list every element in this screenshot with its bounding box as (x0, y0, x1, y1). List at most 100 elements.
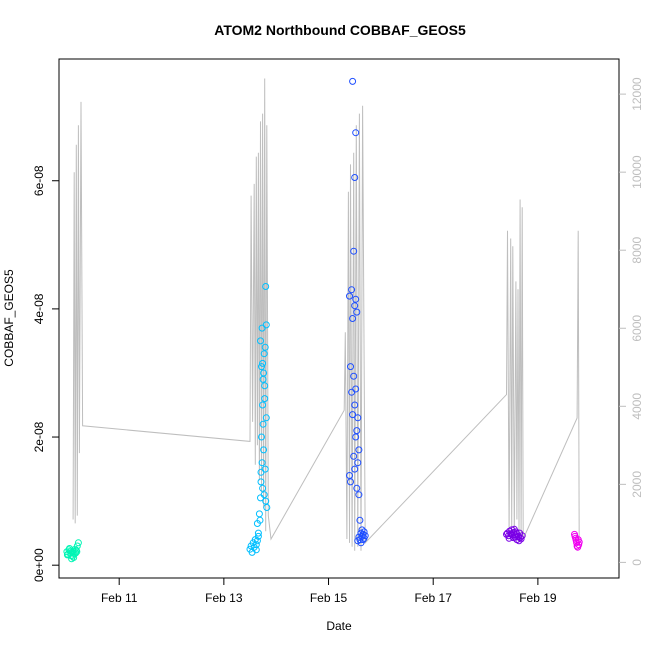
data-point (358, 526, 366, 534)
data-point (253, 537, 261, 545)
data-point (261, 382, 269, 390)
x-tick-label: Feb 19 (519, 591, 557, 605)
x-axis: Feb 11 Feb 13 Feb 15 Feb 17 Feb 19 (101, 578, 557, 605)
data-point (355, 533, 363, 541)
data-point (263, 504, 271, 511)
y-tick-label: 4e-08 (32, 293, 46, 324)
data-point (254, 532, 262, 540)
data-point (355, 446, 363, 454)
y2-tick-label: 6000 (630, 315, 644, 342)
series-3 (503, 525, 526, 545)
data-point (259, 420, 267, 428)
data-point (355, 491, 363, 499)
data-point (350, 247, 358, 255)
y-tick-label: 6e-08 (32, 165, 46, 196)
data-point (351, 465, 359, 473)
data-point (257, 468, 265, 476)
data-point (260, 350, 268, 358)
data-point (262, 497, 270, 505)
data-point (256, 516, 264, 524)
data-point (262, 283, 270, 290)
y2-tick-label: 10000 (630, 155, 644, 189)
data-point (346, 292, 353, 300)
data-point (354, 537, 362, 545)
data-point (348, 286, 356, 294)
data-point (349, 77, 357, 85)
data-point (351, 174, 359, 181)
data-point (346, 472, 353, 479)
data-point (352, 295, 360, 303)
plot-frame (58, 58, 620, 579)
data-point (73, 548, 81, 556)
data-point (350, 372, 358, 380)
series-1 (246, 283, 271, 556)
data-point (352, 129, 360, 137)
x-tick-label: Feb 13 (205, 591, 243, 605)
data-point (258, 363, 265, 371)
altitude-layer (72, 78, 580, 551)
data-point (258, 433, 265, 441)
data-point (356, 516, 364, 524)
y-tick-label: 0e+00 (32, 548, 46, 582)
data-point (257, 478, 265, 486)
points-layer (63, 77, 583, 563)
data-point (260, 446, 268, 454)
data-point (575, 538, 583, 546)
chart-title: ATOM2 Northbound COBBAF_GEOS5 (214, 22, 466, 38)
x-tick-label: Feb 11 (101, 591, 138, 605)
x-axis-label: Date (326, 619, 352, 633)
series-0 (63, 539, 82, 563)
data-point (261, 343, 269, 351)
x-tick-label: Feb 17 (415, 591, 453, 605)
data-point (505, 532, 513, 540)
data-point (259, 375, 267, 383)
data-point (72, 549, 80, 557)
data-point (516, 529, 524, 537)
data-point (252, 546, 260, 554)
data-point (257, 337, 264, 345)
data-point (74, 539, 82, 547)
data-point (348, 388, 356, 396)
data-point (354, 459, 362, 467)
data-point (254, 529, 262, 537)
y2-axis: 0 2000 4000 6000 8000 10000 12000 (619, 77, 644, 566)
data-point (259, 401, 267, 409)
y2-tick-label: 4000 (630, 393, 644, 420)
x-tick-label: Feb 15 (310, 591, 348, 605)
data-point (260, 491, 268, 499)
data-point (261, 395, 269, 403)
data-point (361, 532, 369, 540)
y2-tick-label: 0 (630, 559, 644, 566)
data-point (347, 363, 354, 371)
series-2 (346, 77, 369, 547)
data-point (515, 537, 523, 545)
y2-tick-label: 8000 (630, 237, 644, 264)
data-point (258, 459, 266, 467)
data-point (259, 359, 267, 367)
y-axis-label: COBBAF_GEOS5 (2, 269, 16, 367)
altitude-line (72, 78, 580, 551)
series-4 (571, 530, 583, 551)
data-point (353, 427, 361, 435)
y-axis: 0e+00 2e-08 4e-08 6e-08 (32, 165, 59, 582)
data-point (262, 414, 270, 422)
y2-tick-label: 12000 (630, 77, 644, 111)
data-point (347, 478, 354, 486)
data-point (351, 302, 359, 310)
data-point (350, 452, 358, 460)
data-point (354, 414, 362, 422)
data-point (515, 533, 522, 541)
data-point (349, 411, 357, 419)
y2-tick-label: 2000 (630, 471, 644, 498)
data-point (353, 484, 361, 492)
y-tick-label: 2e-08 (32, 421, 46, 452)
data-point (353, 308, 361, 316)
data-point (255, 510, 263, 518)
data-point (352, 433, 360, 441)
data-point (262, 321, 270, 329)
data-point (573, 542, 581, 550)
data-point (252, 541, 260, 549)
data-point (349, 315, 357, 322)
data-point (351, 401, 359, 409)
